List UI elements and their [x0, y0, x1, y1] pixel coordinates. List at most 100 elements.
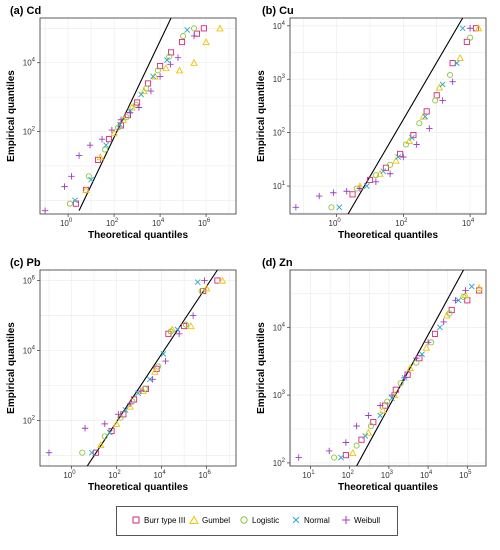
point-square	[200, 25, 207, 32]
point-plus	[45, 449, 53, 456]
point-triangle	[443, 311, 451, 319]
point-triangle	[151, 367, 159, 375]
point-x	[395, 154, 402, 160]
legend-label-logistic: Logistic	[252, 515, 280, 525]
reference-line	[86, 270, 218, 466]
legend-label-weibull: Weibull	[354, 515, 381, 525]
square-marker-icon	[132, 516, 140, 524]
point-x	[194, 279, 201, 286]
x-tick-label: 102	[342, 470, 355, 480]
point-circle	[117, 414, 124, 421]
x-axis-title: Theoretical quantiles	[88, 482, 188, 493]
gridlines	[40, 270, 236, 466]
x-tick-label: 106	[199, 470, 212, 480]
y-tick-label: 102	[273, 128, 286, 138]
point-circle	[402, 141, 410, 148]
point-circle	[367, 422, 375, 430]
x-tick-label: 104	[153, 470, 166, 480]
x-tick-label: 106	[198, 218, 211, 228]
point-x	[103, 142, 110, 149]
y-tick-label: 104	[273, 322, 286, 332]
y-tick-label: 103	[273, 74, 286, 84]
x-tick-label: 105	[459, 470, 472, 480]
point-x	[106, 429, 113, 436]
point-circle	[79, 449, 86, 456]
y-tick-label: 103	[273, 390, 286, 400]
point-plus	[365, 412, 372, 419]
panel-title: (c) Pb	[10, 257, 41, 269]
point-plus	[126, 400, 134, 407]
point-plus	[342, 439, 350, 446]
point-square	[358, 436, 365, 443]
x-tick-label: 103	[381, 470, 394, 480]
point-square	[382, 164, 389, 171]
point-square	[131, 396, 138, 403]
point-square	[342, 452, 349, 459]
point-square	[410, 132, 417, 139]
point-circle	[446, 310, 453, 317]
point-square	[423, 108, 430, 115]
point-x	[72, 197, 78, 204]
y-tick-label: 102	[23, 415, 36, 425]
point-plus	[386, 170, 394, 177]
point-triangle	[349, 449, 357, 457]
point-circle	[154, 67, 161, 74]
point-triangle	[187, 322, 195, 330]
point-triangle	[162, 64, 170, 72]
data-points	[41, 24, 224, 214]
point-circle	[167, 328, 174, 335]
point-plus	[117, 116, 125, 123]
point-plus	[81, 425, 89, 432]
point-x	[122, 407, 129, 413]
point-plus	[126, 109, 134, 117]
point-plus	[156, 73, 164, 80]
point-x	[336, 204, 343, 211]
point-plus	[167, 61, 174, 68]
point-plus	[149, 376, 156, 383]
point-square	[366, 176, 374, 184]
point-square	[92, 449, 99, 456]
point-triangle	[379, 406, 387, 414]
point-circle	[372, 172, 379, 179]
point-triangle	[456, 54, 464, 62]
y-tick-label: 104	[273, 21, 286, 31]
point-triangle	[82, 186, 90, 194]
point-plus	[353, 422, 360, 430]
legend-item-burr: Burr type III	[131, 515, 185, 525]
circle-marker-icon	[240, 516, 248, 524]
x-axis-title: Theoretical quantiles	[338, 482, 438, 493]
point-circle	[416, 120, 423, 127]
point-x	[408, 134, 415, 141]
point-plus	[108, 126, 116, 134]
y-tick-label: 106	[23, 276, 36, 286]
point-x	[436, 324, 443, 331]
point-plus	[189, 312, 197, 319]
panel-border	[289, 17, 487, 215]
point-plus	[372, 178, 380, 186]
point-square	[404, 371, 411, 378]
point-triangle	[110, 129, 118, 137]
gridlines	[40, 18, 236, 214]
point-triangle	[474, 24, 483, 32]
point-plus	[343, 188, 350, 195]
point-triangle	[475, 284, 483, 292]
y-axis-title: Empirical quantiles	[256, 70, 267, 162]
point-plus	[426, 125, 433, 132]
point-plus	[101, 420, 108, 428]
point-circle	[101, 146, 108, 153]
point-circle	[141, 385, 148, 392]
point-circle	[432, 97, 439, 104]
point-plus	[413, 355, 420, 362]
point-circle	[180, 32, 187, 40]
point-square	[431, 330, 439, 337]
point-triangle	[392, 156, 400, 164]
point-x	[88, 449, 95, 456]
point-plus	[401, 374, 408, 381]
y-tick-label: 102	[273, 458, 286, 468]
point-plus	[449, 78, 456, 85]
point-plus	[68, 173, 75, 180]
point-x	[377, 412, 384, 419]
point-plus	[377, 402, 384, 409]
point-triangle	[364, 428, 373, 436]
